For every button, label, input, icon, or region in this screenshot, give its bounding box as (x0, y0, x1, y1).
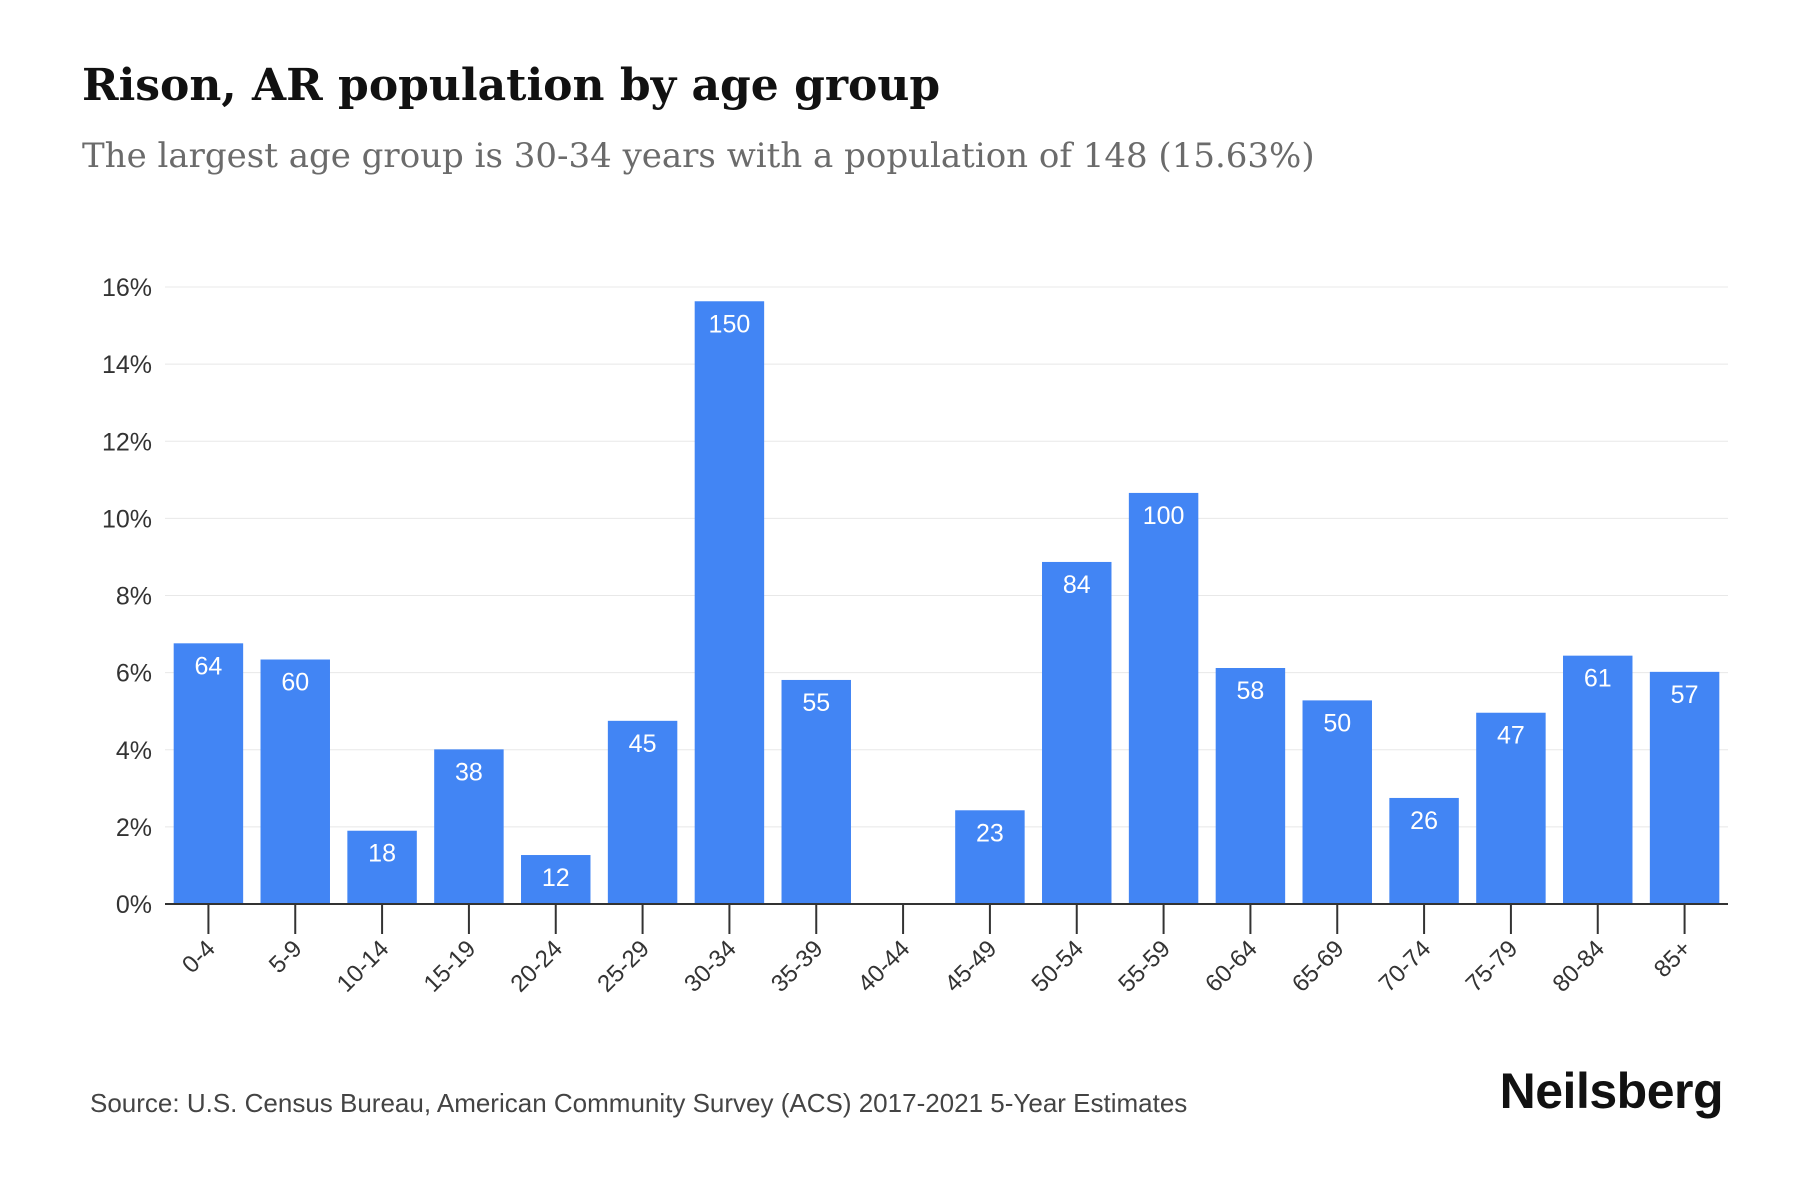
bar-25-29 (607, 720, 678, 904)
y-tick-label: 10% (102, 505, 152, 533)
bar-45-49 (955, 810, 1025, 904)
bar-data-label: 57 (1671, 681, 1699, 709)
bar-85+ (1649, 671, 1720, 904)
x-tick-label: 10-14 (332, 935, 395, 998)
x-tick-label: 40-44 (853, 935, 916, 998)
brand-logo: Neilsberg (1499, 1063, 1724, 1119)
bar-data-label: 84 (1063, 571, 1091, 599)
x-tick-label: 85+ (1649, 935, 1697, 983)
x-tick-label: 20-24 (505, 935, 568, 998)
chart-title: Rison, AR population by age group (82, 60, 941, 111)
y-tick-label: 0% (116, 891, 152, 919)
bar-55-59 (1128, 492, 1199, 904)
x-tick-label: 45-49 (940, 935, 1003, 998)
bar-60-64 (1215, 667, 1286, 904)
y-tick-label: 16% (102, 274, 152, 302)
bar-70-74 (1389, 797, 1459, 904)
bar-data-labels: 64 60 18 38 12 45 150 55 23 84 100 58 50 26 47 61 57 (195, 310, 1699, 892)
bar-data-label: 23 (976, 819, 1004, 847)
x-tick-label: 30-34 (679, 935, 742, 998)
y-axis-ticks: 0% 2% 4% 6% 8% 10% 12% 14% 16% (102, 274, 152, 919)
x-tick-label: 80-84 (1547, 935, 1610, 998)
bar-data-label: 47 (1497, 722, 1525, 750)
source-note: Source: U.S. Census Bureau, American Com… (90, 1088, 1188, 1118)
y-tick-label: 2% (116, 814, 152, 842)
bar-data-label: 150 (709, 310, 751, 338)
bar-30-34 (694, 301, 765, 904)
bar-35-39 (781, 679, 851, 904)
chart-subtitle: The largest age group is 30-34 years wit… (82, 136, 1315, 176)
x-tick-label: 35-39 (766, 935, 829, 998)
x-tick-label: 60-64 (1200, 935, 1263, 998)
bar-chart: 0% 2% 4% 6% 8% 10% 12% 14% 16% 64 60 18 38 12 45 150 55… (102, 274, 1728, 998)
x-tick-label: 75-79 (1461, 935, 1524, 998)
x-tick-label: 65-69 (1287, 935, 1350, 998)
bar-data-label: 50 (1323, 709, 1351, 737)
x-tick-label: 25-29 (592, 935, 655, 998)
bar-data-label: 64 (195, 652, 223, 680)
bar-data-label: 45 (629, 730, 657, 758)
bar-data-label: 18 (368, 840, 396, 868)
bar-75-79 (1476, 712, 1546, 904)
x-tick-label: 0-4 (177, 935, 221, 979)
bars (173, 301, 1720, 904)
x-tick-label: 15-19 (419, 935, 482, 998)
x-tick-label: 70-74 (1374, 935, 1437, 998)
x-tick-label: 50-54 (1026, 935, 1089, 998)
bar-data-label: 60 (281, 669, 309, 697)
bar-data-label: 38 (455, 758, 483, 786)
bar-data-label: 100 (1143, 502, 1185, 530)
bar-10-14 (347, 830, 417, 904)
bar-data-label: 61 (1584, 665, 1612, 693)
bar-0-4 (173, 643, 244, 904)
x-tick-label: 5-9 (264, 935, 308, 979)
gridlines (165, 286, 1728, 828)
y-tick-label: 4% (116, 737, 152, 765)
bar-5-9 (260, 659, 330, 904)
bar-80-84 (1563, 655, 1633, 904)
bar-65-69 (1302, 700, 1372, 904)
bar-data-label: 12 (542, 864, 570, 892)
bar-data-label: 55 (802, 689, 830, 717)
bar-20-24 (521, 855, 591, 904)
y-tick-label: 6% (116, 660, 152, 688)
bar-data-label: 26 (1410, 807, 1438, 835)
y-tick-label: 8% (116, 583, 152, 611)
x-tick-label: 55-59 (1113, 935, 1176, 998)
y-tick-label: 14% (102, 351, 152, 379)
bar-data-label: 58 (1237, 677, 1265, 705)
bar-15-19 (434, 749, 504, 904)
y-tick-label: 12% (102, 428, 152, 456)
bar-50-54 (1042, 561, 1112, 904)
x-axis-ticks: 0-4 5-9 10-14 15-19 20-24 25-29 30-34 35-39 40-4… (177, 904, 1697, 998)
